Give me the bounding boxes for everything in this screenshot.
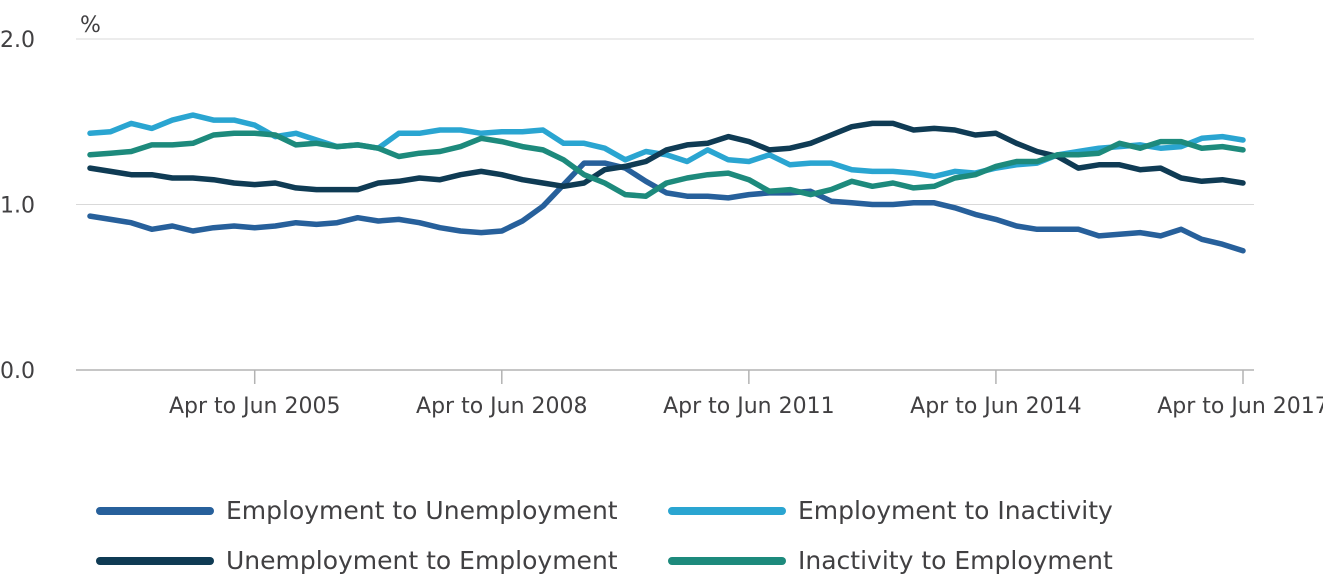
- y-tick-label: 1.0: [0, 194, 35, 219]
- legend-label: Inactivity to Employment: [798, 546, 1113, 575]
- legend-label: Employment to Inactivity: [798, 496, 1113, 525]
- x-tick-label: Apr to Jun 2017: [1157, 394, 1323, 419]
- x-tick-label: Apr to Jun 2008: [416, 394, 588, 419]
- x-tick-label: Apr to Jun 2011: [663, 394, 835, 419]
- series-line-inactivity-to-employment: [87, 130, 1246, 199]
- legend-label: Unemployment to Employment: [226, 546, 618, 575]
- legend-item: Employment to Unemployment: [96, 496, 618, 525]
- series-line-employment-to-inactivity: [87, 112, 1246, 180]
- legend-item: Unemployment to Employment: [96, 546, 618, 575]
- legend-item: Employment to Inactivity: [668, 496, 1113, 525]
- legend-swatch: [668, 506, 786, 515]
- x-axis-ticks: Apr to Jun 2005 Apr to Jun 2008 Apr to Jun…: [169, 370, 1323, 419]
- x-tick-label: Apr to Jun 2005: [169, 394, 341, 419]
- gridlines: [76, 38, 1254, 205]
- legend-label: Employment to Unemployment: [226, 496, 618, 525]
- legend-swatch: [96, 556, 214, 565]
- y-axis-unit-label: %: [80, 13, 101, 38]
- series-line-employment-to-unemployment: [87, 160, 1246, 254]
- line-chart: 0.01.02.0 % Apr to Jun 2005 Apr to Jun 20…: [0, 13, 1323, 419]
- legend-item: Inactivity to Employment: [668, 546, 1113, 575]
- x-tick-label: Apr to Jun 2014: [910, 394, 1082, 419]
- y-tick-label: 0.0: [0, 359, 35, 384]
- series-lines: [87, 112, 1246, 254]
- legend-swatch: [96, 506, 214, 515]
- y-axis-labels: 0.0 1.0 2.0: [0, 28, 35, 384]
- legend-swatch: [668, 556, 786, 565]
- y-tick-label: 2.0: [0, 28, 35, 53]
